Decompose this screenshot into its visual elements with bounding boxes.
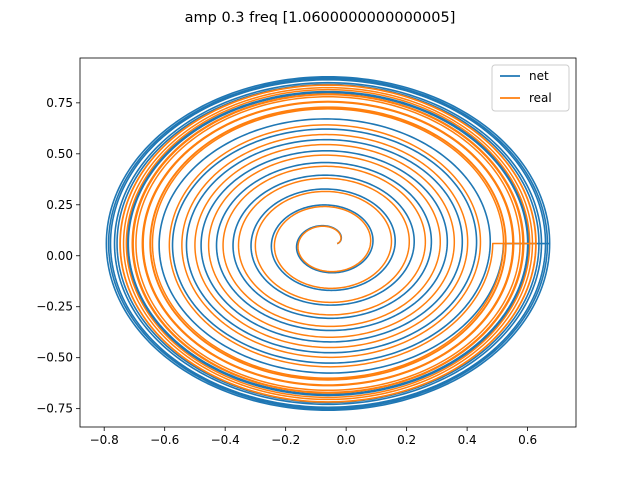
x-tick-label: −0.6: [150, 433, 179, 447]
x-tick-label: 0.2: [397, 433, 416, 447]
axes: −0.8 −0.6 −0.4 −0.2 0.0 0.2 0.4 0.6 −0.75 −0.50 −0…: [36, 57, 577, 447]
axes-frame: [79, 57, 577, 428]
legend: net real: [491, 64, 570, 112]
x-tick-label: 0.4: [458, 433, 477, 447]
x-tick-label: −0.4: [211, 433, 240, 447]
x-tick-label: 0.0: [337, 433, 356, 447]
x-tick-label: −0.2: [271, 433, 300, 447]
y-tick-label: 0.50: [46, 147, 73, 161]
y-tick-label: 0.75: [46, 96, 73, 110]
plot-area: [105, 76, 551, 412]
series-line-net: [105, 76, 551, 412]
legend-label-real: real: [529, 91, 552, 105]
chart-title: amp 0.3 freq [1.0600000000000005]: [185, 10, 456, 26]
y-tick-label: −0.25: [36, 300, 73, 314]
series-line-real: [119, 84, 537, 403]
y-tick-label: 0.25: [46, 198, 73, 212]
x-tick-label: −0.8: [90, 433, 119, 447]
y-tick-label: −0.75: [36, 402, 73, 416]
y-tick-label: −0.50: [36, 351, 73, 365]
y-tick-label: 0.00: [46, 249, 73, 263]
x-tick-label: 0.6: [518, 433, 537, 447]
legend-label-net: net: [529, 69, 549, 83]
